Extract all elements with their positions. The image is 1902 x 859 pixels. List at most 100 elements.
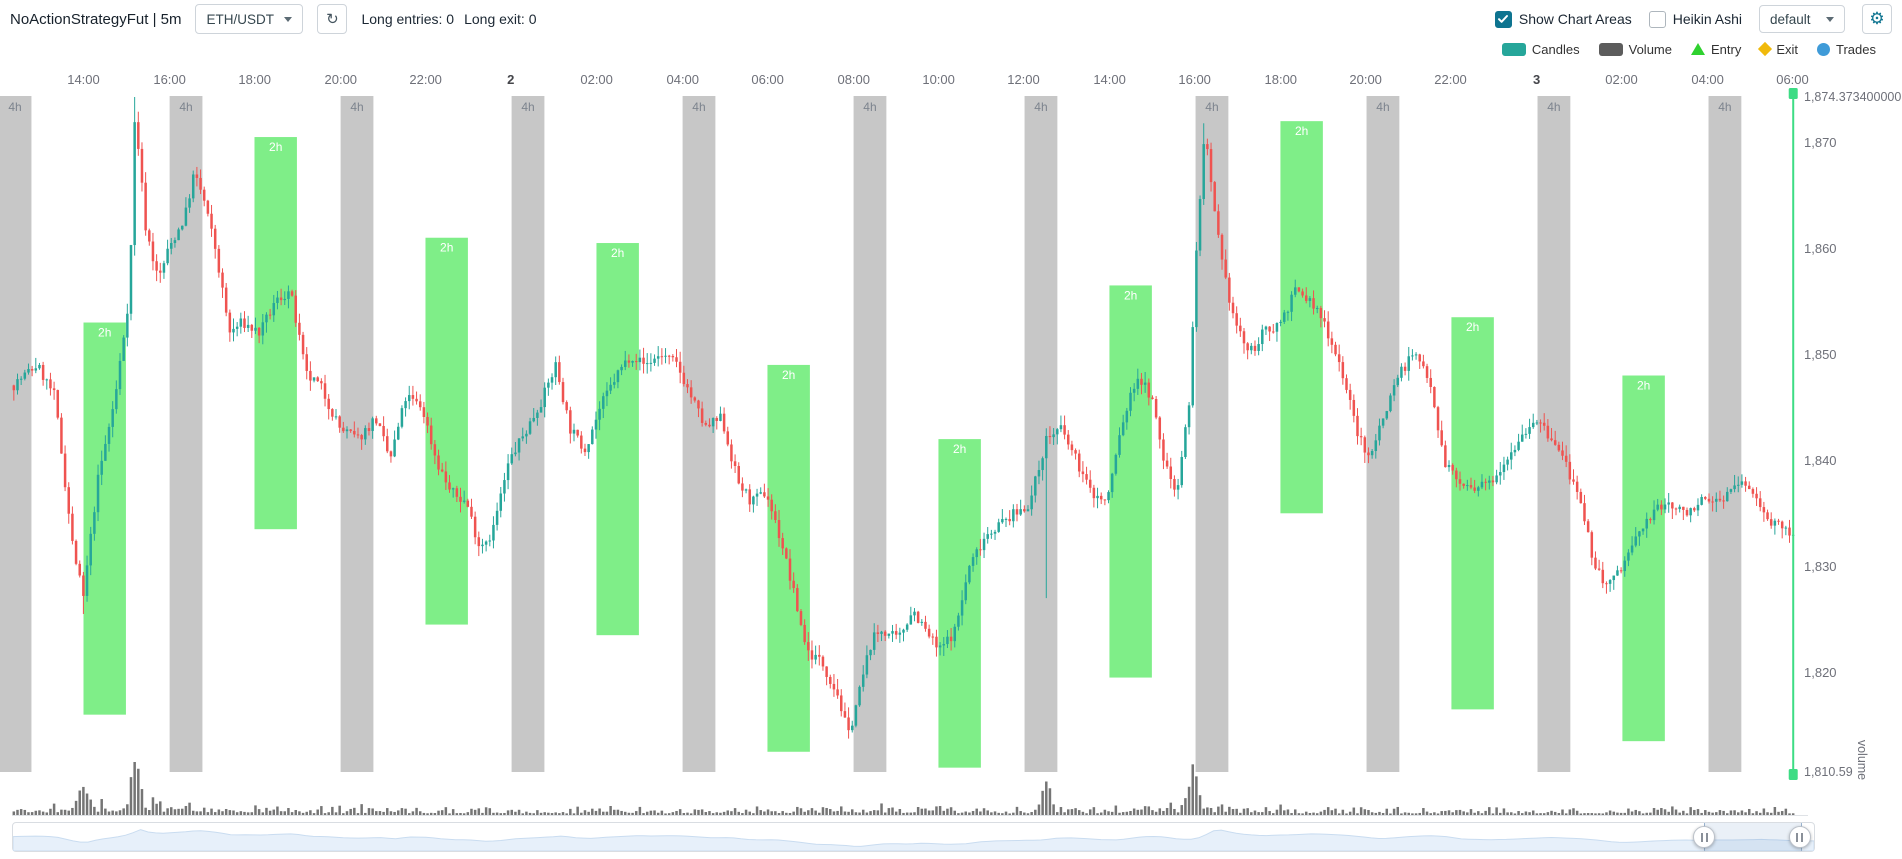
svg-text:3: 3 xyxy=(1533,72,1540,87)
svg-text:4h: 4h xyxy=(179,100,192,114)
checkbox-box[interactable] xyxy=(1648,10,1666,28)
heikin-ashi-label: Heikin Ashi xyxy=(1672,11,1742,27)
long-exit-label: Long exit: 0 xyxy=(464,11,537,27)
chart-area-4h xyxy=(1366,96,1400,772)
datazoom-right-handle[interactable] xyxy=(1788,826,1811,848)
legend-item-candles[interactable]: Candles xyxy=(1501,41,1580,57)
svg-text:20:00: 20:00 xyxy=(1349,72,1382,87)
chart-area: 4h 4h 4h 4h 4h 4h 4h 4h 4h 4h 4h 2h 2h 2h 2h 2h 2h 2h 2h 2h… xyxy=(0,60,1902,818)
legend-item-trades[interactable]: Trades xyxy=(1817,42,1876,57)
chart-area-4h xyxy=(340,96,374,772)
svg-text:06:00: 06:00 xyxy=(751,72,784,87)
datazoom-profile xyxy=(13,829,1814,851)
svg-text:2h: 2h xyxy=(269,140,282,154)
svg-text:1,810.59: 1,810.59 xyxy=(1804,765,1853,779)
svg-text:22:00: 22:00 xyxy=(1434,72,1467,87)
plot-config-select[interactable]: default xyxy=(1759,5,1845,33)
legend-label: Exit xyxy=(1776,41,1799,57)
chart-area-2h xyxy=(425,237,468,625)
svg-text:20:00: 20:00 xyxy=(325,72,358,87)
svg-text:4h: 4h xyxy=(692,100,705,114)
legend-item-exit[interactable]: Exit xyxy=(1758,41,1799,57)
svg-text:1,874.373400000: 1,874.373400000 xyxy=(1804,90,1901,104)
svg-text:04:00: 04:00 xyxy=(666,72,699,87)
x-axis-labels: 14:00 16:00 18:00 20:00 22:00 2 02:00 04:00 06:0… xyxy=(67,72,1809,87)
show-chart-areas-checkbox[interactable]: Show Chart Areas xyxy=(1494,10,1632,28)
areas-4h-layer: 4h 4h 4h 4h 4h 4h 4h 4h 4h 4h 4h xyxy=(0,96,1742,772)
legend-label: Candles xyxy=(1531,41,1580,57)
chart-area-4h xyxy=(1537,96,1571,772)
chart-area-2h xyxy=(767,364,810,752)
chart-area-2h xyxy=(1280,121,1323,514)
legend-item-volume[interactable]: Volume xyxy=(1598,42,1672,57)
chart-area-4h xyxy=(0,96,32,772)
chart-area-2h xyxy=(1109,285,1152,678)
svg-text:2: 2 xyxy=(507,72,514,87)
y-axis-labels: 1,874.373400000 1,870 1,860 1,850 1,840 1,830… xyxy=(1804,90,1901,779)
chevron-down-icon xyxy=(1826,16,1834,22)
marker-line xyxy=(1788,88,1798,780)
legend-label: Entry xyxy=(1711,41,1742,57)
refresh-button[interactable]: ↻ xyxy=(317,4,348,34)
svg-text:16:00: 16:00 xyxy=(153,72,186,87)
chart-area-2h xyxy=(1451,317,1494,710)
volume-layer: volume xyxy=(12,740,1869,816)
svg-text:18:00: 18:00 xyxy=(238,72,271,87)
legend-triangle-marker xyxy=(1691,43,1705,55)
svg-text:2h: 2h xyxy=(1466,320,1479,334)
pair-select-value: ETH/USDT xyxy=(206,11,274,27)
chart-legend: Candles Volume Entry Exit Trades xyxy=(0,38,1902,60)
svg-text:4h: 4h xyxy=(1376,100,1389,114)
svg-text:2h: 2h xyxy=(953,442,966,456)
heikin-ashi-checkbox[interactable]: Heikin Ashi xyxy=(1648,10,1742,28)
gear-icon: ⚙︎ xyxy=(1869,9,1885,28)
svg-text:02:00: 02:00 xyxy=(1605,72,1638,87)
chart-area-4h xyxy=(1024,96,1058,772)
svg-text:4h: 4h xyxy=(1547,100,1560,114)
candles-layer xyxy=(12,97,1795,739)
svg-text:18:00: 18:00 xyxy=(1265,72,1298,87)
svg-text:4h: 4h xyxy=(1034,100,1047,114)
datazoom-window[interactable] xyxy=(1704,823,1802,851)
svg-text:12:00: 12:00 xyxy=(1007,72,1040,87)
topbar-right-controls: Show Chart Areas Heikin Ashi default ⚙︎ xyxy=(1494,4,1892,34)
svg-text:2h: 2h xyxy=(98,326,111,340)
pair-select[interactable]: ETH/USDT xyxy=(195,4,304,34)
chart-area-2h xyxy=(254,137,297,530)
legend-item-entry[interactable]: Entry xyxy=(1691,42,1741,57)
settings-button[interactable]: ⚙︎ xyxy=(1862,4,1892,34)
svg-text:4h: 4h xyxy=(1718,100,1731,114)
chart-area-2h xyxy=(596,243,639,636)
chart-area-4h xyxy=(853,96,887,772)
svg-text:08:00: 08:00 xyxy=(837,72,870,87)
svg-text:1,850: 1,850 xyxy=(1804,347,1837,362)
svg-text:04:00: 04:00 xyxy=(1691,72,1724,87)
legend-label: Trades xyxy=(1836,41,1876,57)
svg-text:4h: 4h xyxy=(1205,100,1218,114)
svg-text:14:00: 14:00 xyxy=(67,72,100,87)
datazoom-slider[interactable] xyxy=(12,822,1815,852)
svg-text:22:00: 22:00 xyxy=(409,72,442,87)
legend-circle-marker xyxy=(1817,42,1831,56)
svg-text:16:00: 16:00 xyxy=(1178,72,1211,87)
topbar: NoActionStrategyFut | 5m ETH/USDT ↻ Long… xyxy=(0,0,1902,38)
svg-text:2h: 2h xyxy=(1637,379,1650,393)
svg-text:4h: 4h xyxy=(350,100,363,114)
plot-config-value: default xyxy=(1770,11,1811,27)
datazoom-left-handle[interactable] xyxy=(1693,826,1716,848)
check-icon xyxy=(1498,15,1509,23)
legend-rect-marker xyxy=(1501,42,1526,56)
show-chart-areas-label: Show Chart Areas xyxy=(1518,11,1632,27)
checkbox-box[interactable] xyxy=(1494,10,1512,28)
chart-area-4h xyxy=(511,96,545,772)
svg-text:4h: 4h xyxy=(863,100,876,114)
svg-text:volume: volume xyxy=(1855,740,1869,780)
svg-text:14:00: 14:00 xyxy=(1093,72,1126,87)
legend-rect-marker xyxy=(1598,42,1623,56)
svg-text:2h: 2h xyxy=(782,368,795,382)
svg-text:06:00: 06:00 xyxy=(1776,72,1809,87)
strategy-title: NoActionStrategyFut | 5m xyxy=(10,10,182,28)
svg-text:1,830: 1,830 xyxy=(1804,559,1837,574)
